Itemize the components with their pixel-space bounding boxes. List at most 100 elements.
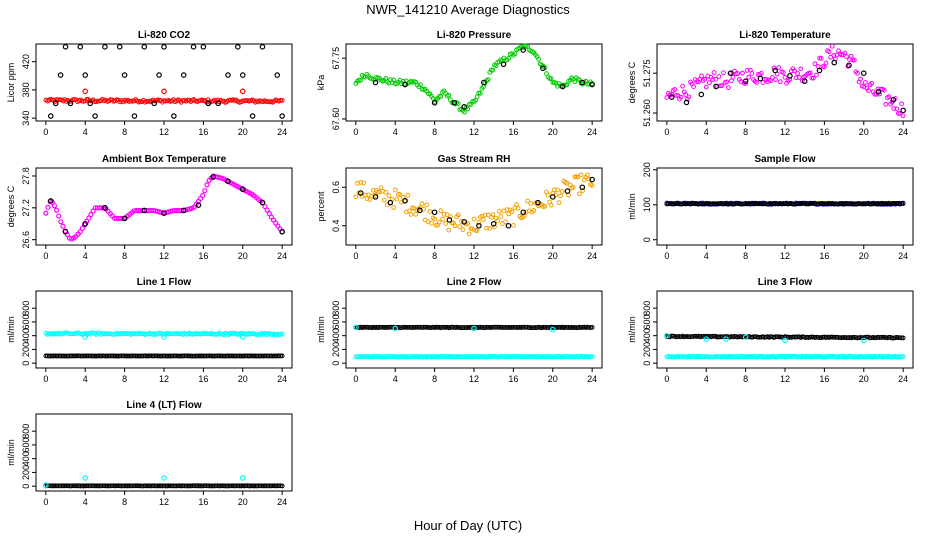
data-point: [133, 483, 139, 489]
data-point: [570, 184, 576, 190]
data-point: [114, 483, 120, 489]
data-point: [65, 353, 71, 359]
data-point: [274, 72, 281, 78]
data-point: [419, 201, 425, 207]
data-point: [87, 353, 93, 359]
data-point: [572, 325, 578, 330]
data-point: [114, 353, 120, 359]
data-point: [266, 210, 272, 217]
data-point: [402, 197, 408, 204]
data-point: [275, 483, 280, 489]
data-point: [71, 331, 77, 336]
data-point: [431, 99, 438, 106]
data-point: [234, 353, 239, 359]
data-point: [89, 330, 94, 336]
data-point: [485, 77, 491, 83]
data-point: [578, 172, 584, 178]
data-point: [353, 324, 359, 331]
data-point: [831, 201, 837, 207]
panel-title: Li-820 CO2: [138, 30, 191, 41]
data-point: [361, 324, 367, 330]
data-point: [239, 72, 246, 78]
x-tick-label: 12: [159, 497, 169, 507]
data-point: [589, 183, 595, 188]
data-point: [397, 192, 403, 197]
data-point: [62, 44, 69, 50]
data-point: [669, 92, 674, 97]
panel-3: Ambient Box Temperature 0 4 8 12 16 20 24 26.6 27…: [6, 154, 293, 261]
y-tick-label: 400: [21, 451, 31, 466]
data-point: [703, 336, 710, 342]
plot-frame: [35, 413, 293, 492]
series-black: [664, 200, 906, 207]
y-tick-label: 67.75: [331, 47, 341, 70]
y-tick-label: 400: [642, 328, 652, 343]
x-tick-label: 4: [83, 127, 88, 137]
data-point: [875, 86, 881, 92]
data-point: [579, 184, 586, 191]
data-point: [504, 207, 510, 213]
data-point: [205, 353, 211, 359]
data-point: [156, 72, 162, 78]
data-point: [743, 81, 749, 86]
data-point: [845, 63, 851, 69]
panel-title: Li-820 Pressure: [437, 30, 512, 41]
data-point: [223, 483, 228, 489]
data-point: [892, 200, 898, 206]
data-point: [744, 67, 750, 73]
data-point: [156, 483, 162, 489]
data-point: [424, 202, 430, 208]
data-point: [166, 483, 172, 489]
data-point: [465, 354, 471, 360]
x-tick-label: 0: [43, 374, 48, 384]
data-point: [476, 220, 482, 226]
data-point: [686, 94, 692, 100]
data-point: [144, 99, 150, 104]
data-point: [564, 188, 571, 194]
data-point: [161, 210, 167, 216]
data-point: [588, 354, 593, 359]
x-tick-label: 16: [198, 497, 208, 507]
data-point: [200, 44, 207, 50]
data-point: [461, 104, 467, 110]
data-point: [675, 334, 681, 339]
series-red: [43, 96, 285, 105]
y-tick-label: 0: [331, 361, 341, 366]
data-point: [47, 113, 54, 119]
data-point: [900, 354, 906, 359]
data-point: [219, 353, 225, 359]
data-point: [490, 324, 496, 330]
series-cyan: [43, 475, 246, 488]
y-tick-label: 26.6: [21, 231, 31, 249]
data-point: [686, 201, 692, 206]
data-point: [422, 324, 428, 330]
data-point: [372, 79, 379, 86]
data-point: [506, 55, 512, 61]
data-point: [735, 71, 741, 76]
y-tick-label: 51.275: [642, 59, 652, 87]
data-point: [219, 483, 225, 489]
x-tick-label: 16: [198, 251, 208, 261]
data-point: [700, 201, 706, 207]
data-point: [260, 483, 266, 489]
data-point: [161, 44, 167, 50]
data-point: [528, 354, 534, 360]
data-point: [89, 483, 94, 489]
data-point: [499, 325, 505, 330]
data-point: [736, 334, 742, 340]
data-point: [496, 324, 502, 330]
data-point: [713, 76, 719, 82]
data-point: [429, 221, 434, 226]
data-point: [725, 85, 731, 91]
panel-title: Line 4 (LT) Flow: [126, 400, 202, 411]
x-tick-label: 8: [432, 374, 437, 384]
data-point: [706, 80, 712, 86]
x-tick-label: 4: [704, 127, 709, 137]
data-point: [589, 324, 595, 330]
data-point: [115, 353, 121, 359]
data-point: [698, 91, 705, 98]
data-point: [43, 353, 49, 359]
data-point: [477, 90, 483, 96]
data-point: [92, 113, 98, 119]
data-point: [435, 354, 441, 360]
